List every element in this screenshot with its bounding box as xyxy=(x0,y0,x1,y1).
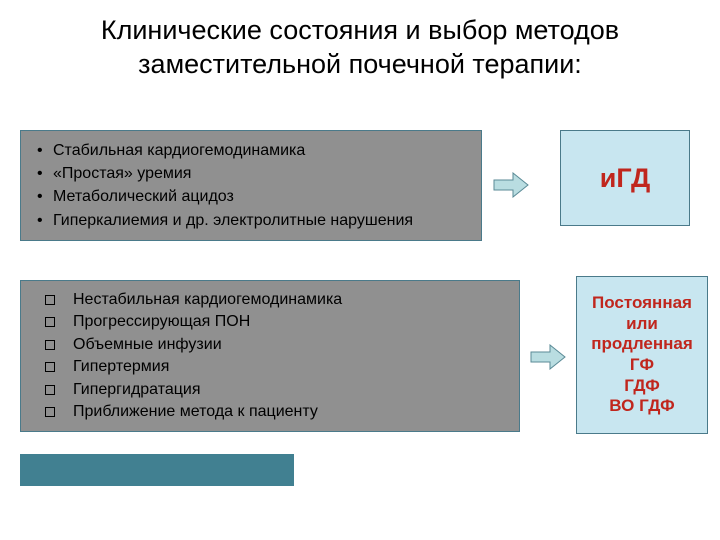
arrow-icon xyxy=(530,344,566,370)
result-line: ГДФ xyxy=(577,376,707,397)
conditions-box-1: Стабильная кардиогемодинамика «Простая» … xyxy=(20,130,482,241)
arrow-shape xyxy=(531,345,565,369)
list-item: Гиперкалиемия и др. электролитные наруше… xyxy=(31,209,471,232)
conditions-list-1: Стабильная кардиогемодинамика «Простая» … xyxy=(31,139,471,232)
list-item: Метаболический ацидоз xyxy=(31,185,471,208)
conditions-list-2: Нестабильная кардиогемодинамика Прогресс… xyxy=(31,289,509,423)
arrow-shape xyxy=(494,173,528,197)
result-label-1: иГД xyxy=(561,163,689,194)
result-line: продленная xyxy=(577,334,707,355)
result-line: ГФ xyxy=(577,355,707,376)
list-item: Гипертермия xyxy=(31,356,509,378)
list-item: Прогрессирующая ПОН xyxy=(31,311,509,333)
list-item: Гипергидратация xyxy=(31,379,509,401)
page-title: Клинические состояния и выбор методов за… xyxy=(0,0,720,82)
result-box-2: Постоянная или продленная ГФ ГДФ ВО ГДФ xyxy=(576,276,708,434)
result-line: или xyxy=(577,314,707,335)
list-item: Объемные инфузии xyxy=(31,334,509,356)
list-item: Нестабильная кардиогемодинамика xyxy=(31,289,509,311)
list-item: Приближение метода к пациенту xyxy=(31,401,509,423)
result-box-1: иГД xyxy=(560,130,690,226)
footer-accent-bar xyxy=(20,454,294,486)
result-line: ВО ГДФ xyxy=(577,396,707,417)
arrow-icon xyxy=(493,172,529,198)
result-line: Постоянная xyxy=(577,293,707,314)
conditions-box-2: Нестабильная кардиогемодинамика Прогресс… xyxy=(20,280,520,432)
list-item: «Простая» уремия xyxy=(31,162,471,185)
list-item: Стабильная кардиогемодинамика xyxy=(31,139,471,162)
